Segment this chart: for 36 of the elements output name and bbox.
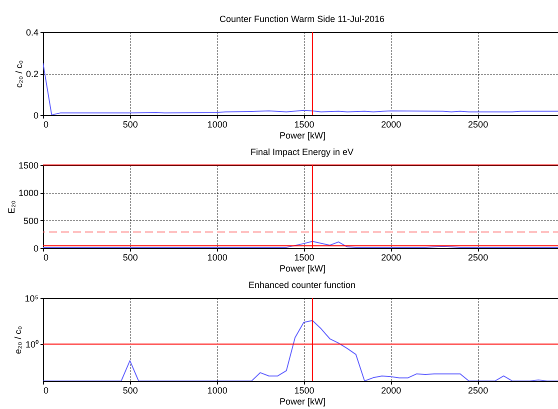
x-tick-label: 0 — [44, 252, 49, 262]
x-tick-label: 2500 — [468, 120, 488, 130]
y-tick-label: 0.2 — [26, 69, 38, 79]
y-tick-label: 0.4 — [26, 28, 38, 38]
y-axis-title: e₂₀ / c₀ — [12, 326, 23, 354]
chart-title: Final Impact Energy in eV — [250, 147, 354, 157]
x-tick-label: 1000 — [207, 252, 228, 262]
x-axis-title: Power [kW] — [279, 130, 326, 140]
x-tick-label: 1500 — [294, 386, 314, 396]
x-tick-label: 2000 — [381, 386, 402, 396]
y-tick-label: 0 — [33, 110, 38, 120]
x-tick-label: 1000 — [207, 386, 228, 396]
x-tick-label: 2000 — [381, 252, 402, 262]
x-tick-label: 1500 — [294, 120, 314, 130]
x-axis-title: Power [kW] — [279, 396, 326, 406]
y-tick-label: 10⁵ — [24, 294, 39, 304]
x-tick-label: 1000 — [207, 120, 228, 130]
y-axis-title: E₂₀ — [6, 200, 16, 214]
y-axis-title: c₂₀ / c₀ — [14, 60, 24, 88]
x-tick-label: 500 — [122, 386, 138, 396]
x-tick-label: 0 — [44, 386, 49, 396]
y-tick-label: 500 — [23, 216, 38, 226]
y-tick-label: 10⁰ — [25, 340, 38, 350]
x-tick-label: 2500 — [468, 386, 488, 396]
x-tick-label: 500 — [122, 252, 138, 262]
x-tick-label: 500 — [122, 120, 138, 130]
x-tick-label: 0 — [44, 120, 49, 130]
y-tick-label: 1000 — [18, 188, 38, 198]
x-tick-label: 2500 — [468, 252, 488, 262]
y-tick-label: 0 — [33, 244, 38, 254]
x-tick-label: 1500 — [294, 252, 314, 262]
x-axis-title: Power [kW] — [279, 264, 326, 274]
chart-title: Counter Function Warm Side 11-Jul-2016 — [219, 14, 385, 24]
x-tick-label: 2000 — [381, 120, 402, 130]
chart-title: Enhanced counter function — [248, 280, 356, 290]
y-tick-label: 1500 — [18, 160, 38, 170]
